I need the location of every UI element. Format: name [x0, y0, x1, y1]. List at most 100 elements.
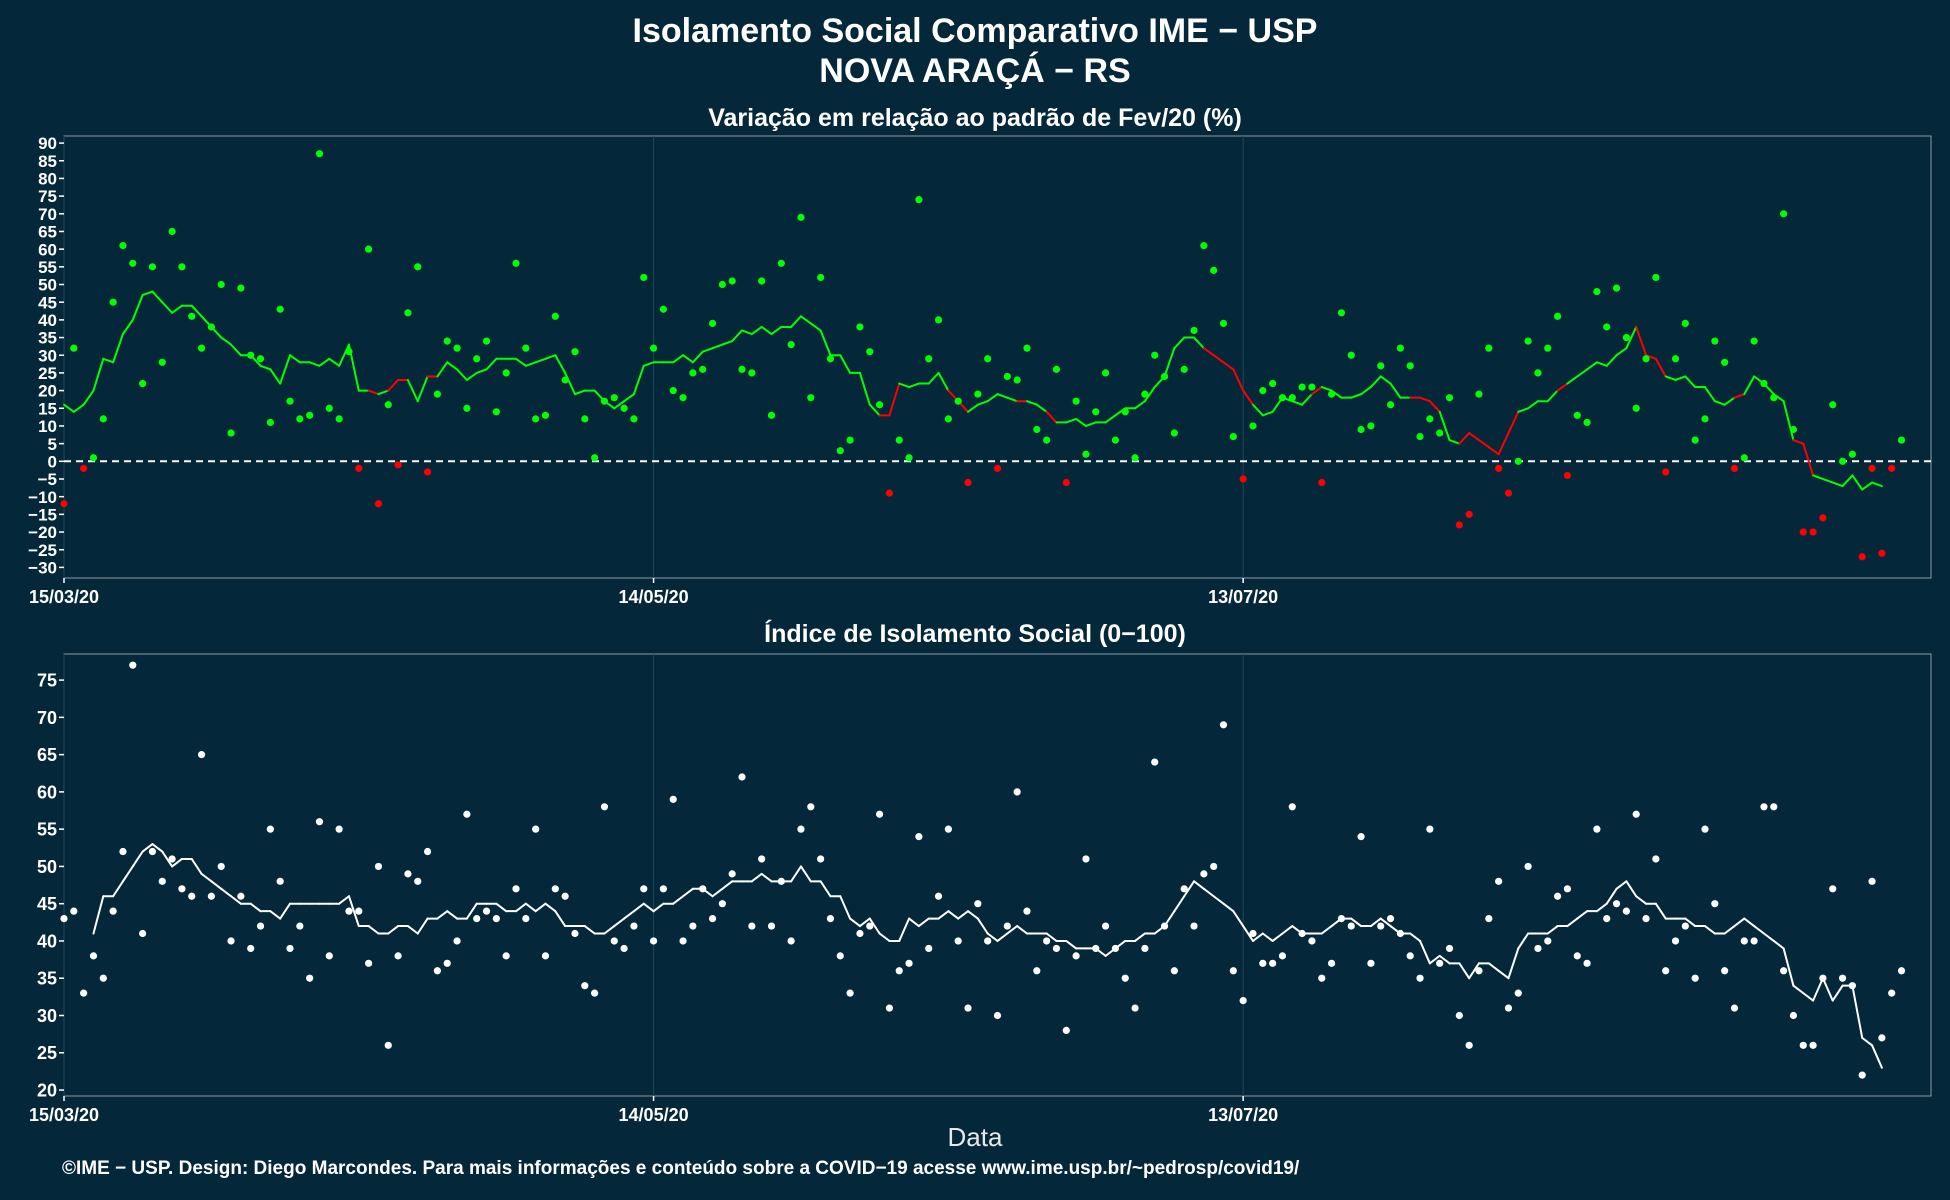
moving-average-segment [632, 364, 645, 396]
moving-average-segment [465, 902, 478, 920]
y-tick-label: 35 [37, 969, 57, 989]
data-point [1701, 825, 1709, 833]
moving-average-segment [672, 895, 685, 905]
data-point [1544, 937, 1552, 945]
data-point [1200, 870, 1208, 878]
moving-average-segment [1792, 984, 1805, 995]
moving-average-segment [465, 371, 478, 381]
data-point [1662, 967, 1670, 975]
moving-average-segment [613, 400, 626, 410]
data-point [1593, 825, 1601, 833]
data-point [178, 885, 186, 893]
data-point [1082, 855, 1090, 863]
data-point [1259, 959, 1267, 967]
moving-average-segment [1006, 396, 1019, 403]
moving-average-segment [1212, 354, 1225, 364]
moving-average-segment [1301, 393, 1313, 406]
data-point [365, 959, 373, 967]
moving-average-segment [72, 403, 85, 413]
moving-average-segment [1261, 932, 1274, 942]
data-point [168, 227, 176, 236]
moving-average-segment [406, 378, 419, 403]
data-point [1377, 922, 1385, 930]
moving-average-segment [220, 336, 233, 346]
moving-average-segment [1802, 442, 1815, 477]
moving-average-segment [721, 880, 734, 890]
data-point [247, 944, 255, 953]
moving-average-segment [1202, 347, 1215, 357]
data-point [1111, 944, 1120, 953]
y-tick-label: 30 [38, 346, 57, 365]
data-point [335, 825, 343, 833]
moving-average-segment [1104, 414, 1117, 424]
data-point [473, 915, 481, 923]
data-point [1072, 952, 1080, 960]
moving-average-segment [338, 343, 350, 367]
data-point [649, 344, 658, 352]
moving-average-segment [750, 325, 763, 336]
moving-average-segment [495, 902, 508, 913]
moving-average-segment [259, 364, 272, 371]
data-point [1711, 900, 1719, 908]
moving-average-segment [1782, 947, 1795, 987]
moving-average-segment [1703, 386, 1716, 403]
data-point [630, 922, 638, 930]
data-point [237, 284, 245, 292]
data-point [463, 810, 471, 818]
moving-average-segment [957, 910, 970, 920]
moving-average-segment [269, 368, 282, 385]
data-point [1416, 432, 1424, 441]
moving-average-segment [1084, 421, 1097, 427]
data-point [1151, 351, 1159, 359]
data-point [1308, 383, 1316, 391]
data-point [679, 394, 687, 402]
moving-average-segment [1065, 417, 1078, 424]
data-point [1101, 369, 1110, 377]
data-point [1396, 929, 1404, 938]
data-point [649, 937, 658, 945]
y-tick-label: 70 [37, 708, 57, 728]
data-point [473, 355, 481, 363]
data-point [915, 833, 923, 841]
moving-average-segment [1242, 925, 1254, 942]
moving-average-segment [1635, 895, 1648, 905]
moving-average-segment [1792, 439, 1805, 445]
moving-average-segment [131, 850, 144, 868]
data-point [866, 922, 874, 930]
moving-average-segment [1281, 925, 1294, 935]
moving-average-segment [141, 843, 154, 853]
data-point [1485, 915, 1493, 923]
data-point [1642, 355, 1650, 363]
moving-average-segment [1242, 389, 1254, 406]
data-point [984, 355, 992, 363]
data-point [1789, 1011, 1798, 1020]
data-point [944, 825, 952, 833]
data-point [325, 952, 333, 960]
variation-panel: 15/03/20 14/05/20 13/07/20 −30−25−20−15−10−… [28, 134, 1932, 607]
moving-average-segment [691, 350, 704, 364]
data-point [1858, 1071, 1866, 1079]
data-point [197, 344, 206, 352]
data-point [1406, 952, 1414, 960]
data-point [1721, 967, 1729, 975]
moving-average-segment [642, 902, 655, 913]
data-point [1337, 915, 1346, 923]
moving-average-segment [1320, 925, 1333, 935]
moving-average-segment [377, 389, 390, 396]
moving-average-segment [436, 910, 449, 920]
data-point [394, 461, 402, 469]
data-point [1445, 944, 1454, 953]
data-point [551, 312, 559, 320]
moving-average-segment [583, 925, 596, 935]
moving-average-segment [868, 917, 881, 935]
moving-average-segment [200, 872, 213, 883]
y-tick-label: 50 [37, 857, 57, 877]
moving-average-segment [760, 325, 773, 336]
moving-average-segment [1468, 432, 1480, 442]
moving-average-segment [858, 371, 871, 406]
data-point [934, 892, 943, 900]
moving-average-segment [279, 902, 292, 920]
moving-average-segment [947, 910, 960, 920]
data-point [158, 358, 166, 366]
